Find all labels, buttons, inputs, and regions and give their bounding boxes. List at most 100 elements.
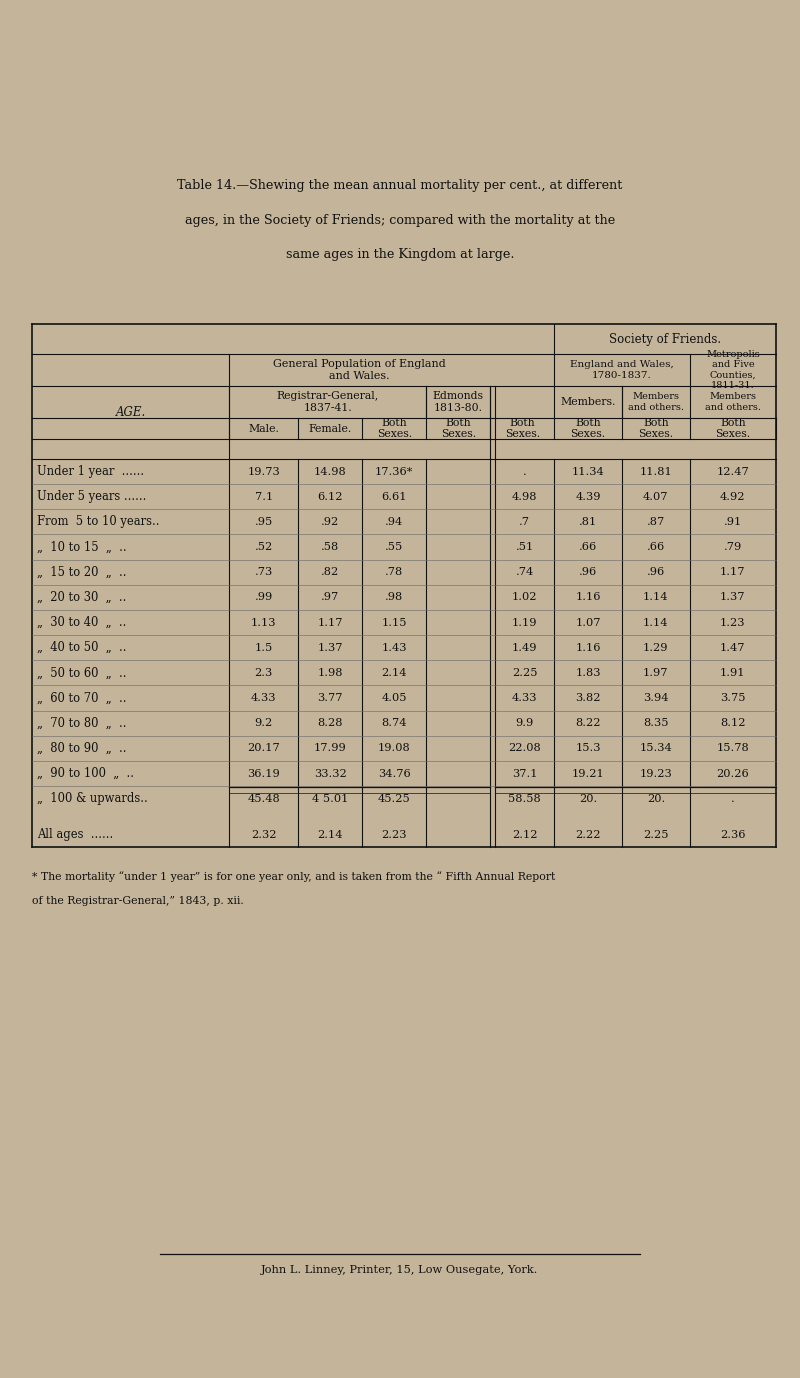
Text: 15.34: 15.34 — [639, 743, 672, 754]
Text: Both
Sexes.: Both Sexes. — [441, 418, 476, 440]
Text: 1.97: 1.97 — [643, 668, 669, 678]
Text: .87: .87 — [646, 517, 665, 526]
Text: ages, in the Society of Friends; compared with the mortality at the: ages, in the Society of Friends; compare… — [185, 214, 615, 226]
Text: „  15 to 20  „  ..: „ 15 to 20 „ .. — [37, 566, 126, 579]
Text: 1.14: 1.14 — [643, 593, 669, 602]
Text: 20.: 20. — [579, 794, 598, 803]
Text: 1.14: 1.14 — [643, 617, 669, 627]
Text: .79: .79 — [724, 542, 742, 553]
Text: 8.74: 8.74 — [382, 718, 407, 728]
Text: 11.34: 11.34 — [572, 467, 605, 477]
Text: Both
Sexes.: Both Sexes. — [570, 418, 606, 440]
Text: 6.61: 6.61 — [382, 492, 407, 502]
Text: 4.33: 4.33 — [251, 693, 277, 703]
Text: .: . — [731, 794, 734, 803]
Text: „  40 to 50  „  ..: „ 40 to 50 „ .. — [37, 641, 126, 655]
Text: .: . — [523, 467, 526, 477]
Text: 2.12: 2.12 — [512, 830, 538, 839]
Text: 19.23: 19.23 — [639, 769, 672, 779]
Text: 6.12: 6.12 — [318, 492, 343, 502]
Text: Table 14.—Shewing the mean annual mortality per cent., at different: Table 14.—Shewing the mean annual mortal… — [178, 179, 622, 192]
Text: 19.73: 19.73 — [247, 467, 280, 477]
Text: same ages in the Kingdom at large.: same ages in the Kingdom at large. — [286, 248, 514, 260]
Text: 1.07: 1.07 — [575, 617, 601, 627]
Text: 20.26: 20.26 — [717, 769, 750, 779]
Text: 2.22: 2.22 — [575, 830, 601, 839]
Text: Members.: Members. — [561, 397, 616, 407]
Text: 45.48: 45.48 — [247, 794, 280, 803]
Text: 45.25: 45.25 — [378, 794, 410, 803]
Text: 2.25: 2.25 — [512, 668, 538, 678]
Text: .95: .95 — [254, 517, 273, 526]
Text: 8.12: 8.12 — [720, 718, 746, 728]
Text: All ages  ......: All ages ...... — [37, 828, 113, 842]
Text: .52: .52 — [254, 542, 273, 553]
Text: .73: .73 — [254, 568, 273, 577]
Text: 1.02: 1.02 — [512, 593, 538, 602]
Text: .91: .91 — [724, 517, 742, 526]
Text: 20.: 20. — [646, 794, 665, 803]
Text: Metropolis
and Five
Counties,
1811-31.: Metropolis and Five Counties, 1811-31. — [706, 350, 760, 390]
Text: 37.1: 37.1 — [512, 769, 538, 779]
Text: 1.43: 1.43 — [382, 642, 407, 653]
Text: England and Wales,
1780-1837.: England and Wales, 1780-1837. — [570, 360, 674, 379]
Text: „  100 & upwards..: „ 100 & upwards.. — [37, 792, 147, 805]
Text: 3.94: 3.94 — [643, 693, 669, 703]
Text: .7: .7 — [519, 517, 530, 526]
Text: Male.: Male. — [248, 423, 279, 434]
Text: 1.83: 1.83 — [575, 668, 601, 678]
Text: 3.82: 3.82 — [575, 693, 601, 703]
Text: Registrar-General,
1837-41.: Registrar-General, 1837-41. — [277, 391, 379, 412]
Text: „  50 to 60  „  ..: „ 50 to 60 „ .. — [37, 667, 126, 679]
Text: 2.14: 2.14 — [382, 668, 407, 678]
Text: 4.98: 4.98 — [512, 492, 538, 502]
Text: 4 5.01: 4 5.01 — [312, 794, 349, 803]
Text: 2.36: 2.36 — [720, 830, 746, 839]
Text: .98: .98 — [386, 593, 403, 602]
Text: 4.07: 4.07 — [643, 492, 669, 502]
Text: 34.76: 34.76 — [378, 769, 410, 779]
Text: 15.78: 15.78 — [717, 743, 750, 754]
Text: 20.17: 20.17 — [247, 743, 280, 754]
Text: 8.35: 8.35 — [643, 718, 669, 728]
Text: Both
Sexes.: Both Sexes. — [377, 418, 412, 440]
Text: Edmonds
1813-80.: Edmonds 1813-80. — [433, 391, 484, 412]
Text: 1.16: 1.16 — [575, 642, 601, 653]
Text: 1.37: 1.37 — [720, 593, 746, 602]
Text: Both
Sexes.: Both Sexes. — [715, 418, 750, 440]
Text: Under 5 years ......: Under 5 years ...... — [37, 491, 146, 503]
Text: 22.08: 22.08 — [508, 743, 541, 754]
Text: 14.98: 14.98 — [314, 467, 346, 477]
Text: * The mortality “under 1 year” is for one year only, and is taken from the “ Fif: * The mortality “under 1 year” is for on… — [32, 871, 555, 882]
Text: 8.28: 8.28 — [318, 718, 343, 728]
Text: Members
and others.: Members and others. — [628, 393, 684, 412]
Text: 19.21: 19.21 — [572, 769, 605, 779]
Text: AGE.: AGE. — [115, 407, 146, 419]
Text: 15.3: 15.3 — [575, 743, 601, 754]
Text: 2.25: 2.25 — [643, 830, 669, 839]
Text: .81: .81 — [579, 517, 598, 526]
Text: 36.19: 36.19 — [247, 769, 280, 779]
Text: 1.49: 1.49 — [512, 642, 538, 653]
Text: From  5 to 10 years..: From 5 to 10 years.. — [37, 515, 159, 528]
Text: 12.47: 12.47 — [717, 467, 750, 477]
Text: 1.15: 1.15 — [382, 617, 407, 627]
Text: 2.3: 2.3 — [254, 668, 273, 678]
Text: .96: .96 — [579, 568, 598, 577]
Text: .51: .51 — [515, 542, 534, 553]
Text: Both
Sexes.: Both Sexes. — [638, 418, 674, 440]
Text: 1.5: 1.5 — [254, 642, 273, 653]
Text: .92: .92 — [322, 517, 339, 526]
Text: 1.16: 1.16 — [575, 593, 601, 602]
Text: Society of Friends.: Society of Friends. — [609, 332, 722, 346]
Text: .66: .66 — [579, 542, 598, 553]
Text: 2.14: 2.14 — [318, 830, 343, 839]
Text: „  20 to 30  „  ..: „ 20 to 30 „ .. — [37, 591, 126, 604]
Text: .74: .74 — [515, 568, 534, 577]
Text: 4.33: 4.33 — [512, 693, 538, 703]
Text: 1.23: 1.23 — [720, 617, 746, 627]
Text: 1.91: 1.91 — [720, 668, 746, 678]
Text: 1.98: 1.98 — [318, 668, 343, 678]
Text: .78: .78 — [386, 568, 403, 577]
Text: 9.9: 9.9 — [515, 718, 534, 728]
